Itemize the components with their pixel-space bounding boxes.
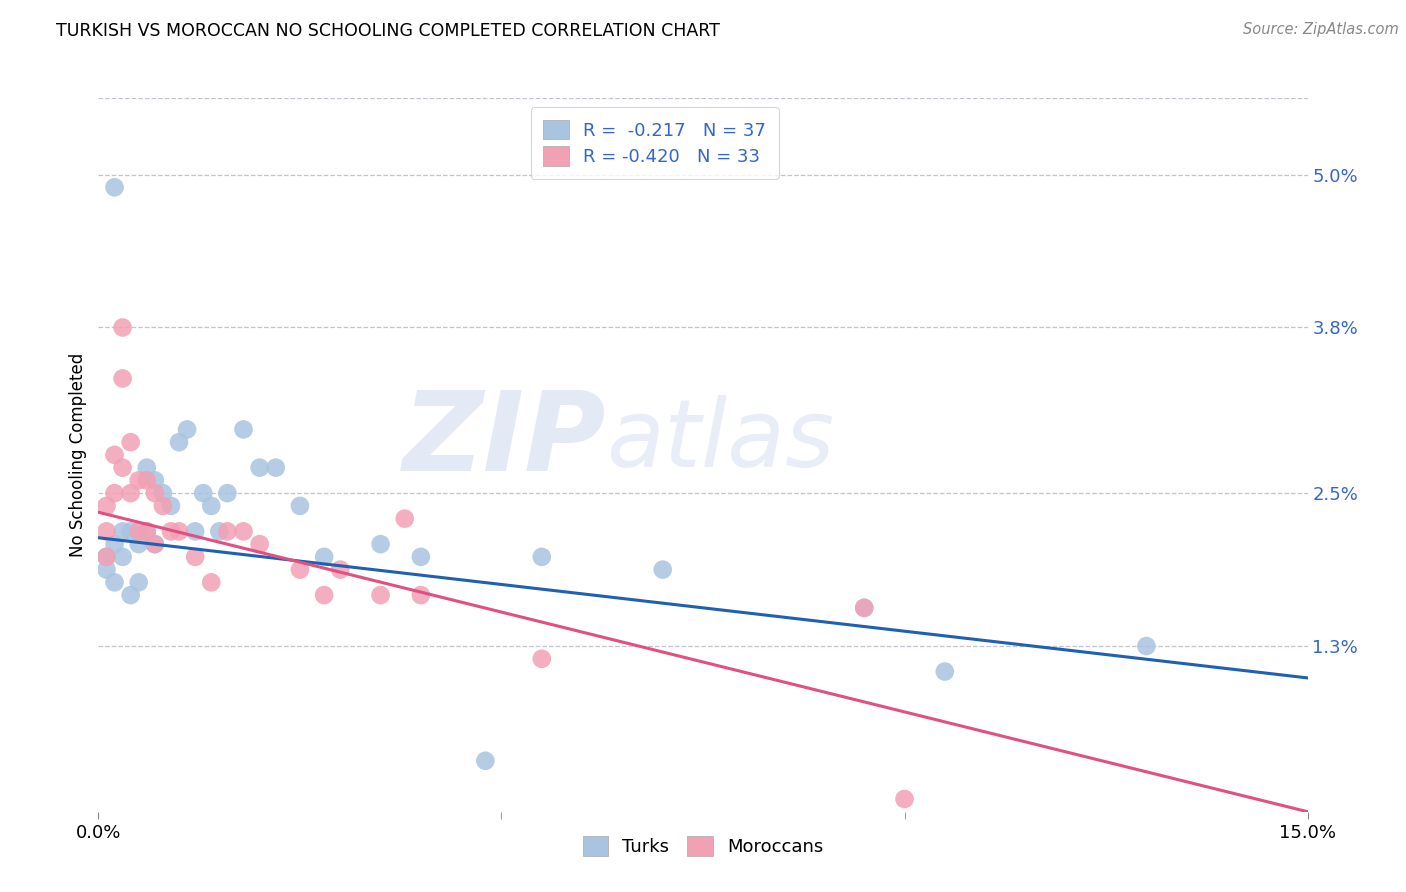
Point [474, 754, 496, 768]
Point [167, 435, 190, 450]
Point [249, 537, 271, 551]
Point [370, 537, 392, 551]
Point [96, 549, 118, 564]
Point [143, 474, 166, 488]
Point [103, 180, 125, 194]
Point [111, 460, 134, 475]
Point [152, 486, 174, 500]
Point [167, 524, 190, 539]
Point [853, 600, 876, 615]
Point [103, 486, 125, 500]
Point [96, 499, 118, 513]
Point [135, 524, 157, 539]
Point [120, 435, 142, 450]
Point [314, 588, 336, 602]
Point [111, 371, 134, 385]
Point [152, 499, 174, 513]
Point [160, 499, 183, 513]
Point [135, 460, 157, 475]
Point [103, 537, 125, 551]
Point [135, 474, 157, 488]
Point [249, 460, 271, 475]
Point [135, 524, 157, 539]
Point [394, 511, 416, 525]
Point [530, 549, 553, 564]
Point [184, 549, 207, 564]
Point [120, 486, 142, 500]
Point [143, 537, 166, 551]
Text: atlas: atlas [606, 395, 835, 486]
Point [128, 537, 150, 551]
Point [232, 422, 254, 436]
Point [288, 499, 311, 513]
Point [1135, 639, 1157, 653]
Point [208, 524, 231, 539]
Legend: Turks, Moroccans: Turks, Moroccans [575, 829, 831, 863]
Point [288, 563, 311, 577]
Point [200, 499, 222, 513]
Text: TURKISH VS MOROCCAN NO SCHOOLING COMPLETED CORRELATION CHART: TURKISH VS MOROCCAN NO SCHOOLING COMPLET… [56, 22, 720, 40]
Text: ZIP: ZIP [402, 387, 606, 494]
Point [893, 792, 915, 806]
Point [651, 563, 673, 577]
Point [120, 588, 142, 602]
Point [128, 575, 150, 590]
Point [160, 524, 183, 539]
Point [176, 422, 198, 436]
Point [370, 588, 392, 602]
Point [143, 537, 166, 551]
Point [217, 486, 239, 500]
Point [120, 524, 142, 539]
Point [96, 549, 118, 564]
Point [184, 524, 207, 539]
Point [128, 474, 150, 488]
Point [111, 320, 134, 334]
Point [96, 563, 118, 577]
Point [409, 549, 432, 564]
Point [217, 524, 239, 539]
Point [853, 600, 876, 615]
Point [103, 448, 125, 462]
Y-axis label: No Schooling Completed: No Schooling Completed [69, 353, 87, 557]
Point [409, 588, 432, 602]
Point [200, 575, 222, 590]
Point [96, 524, 118, 539]
Point [193, 486, 215, 500]
Text: Source: ZipAtlas.com: Source: ZipAtlas.com [1243, 22, 1399, 37]
Point [934, 665, 956, 679]
Point [111, 524, 134, 539]
Point [111, 549, 134, 564]
Point [314, 549, 336, 564]
Point [103, 575, 125, 590]
Point [329, 563, 352, 577]
Point [530, 652, 553, 666]
Point [232, 524, 254, 539]
Point [128, 524, 150, 539]
Point [143, 486, 166, 500]
Point [264, 460, 287, 475]
